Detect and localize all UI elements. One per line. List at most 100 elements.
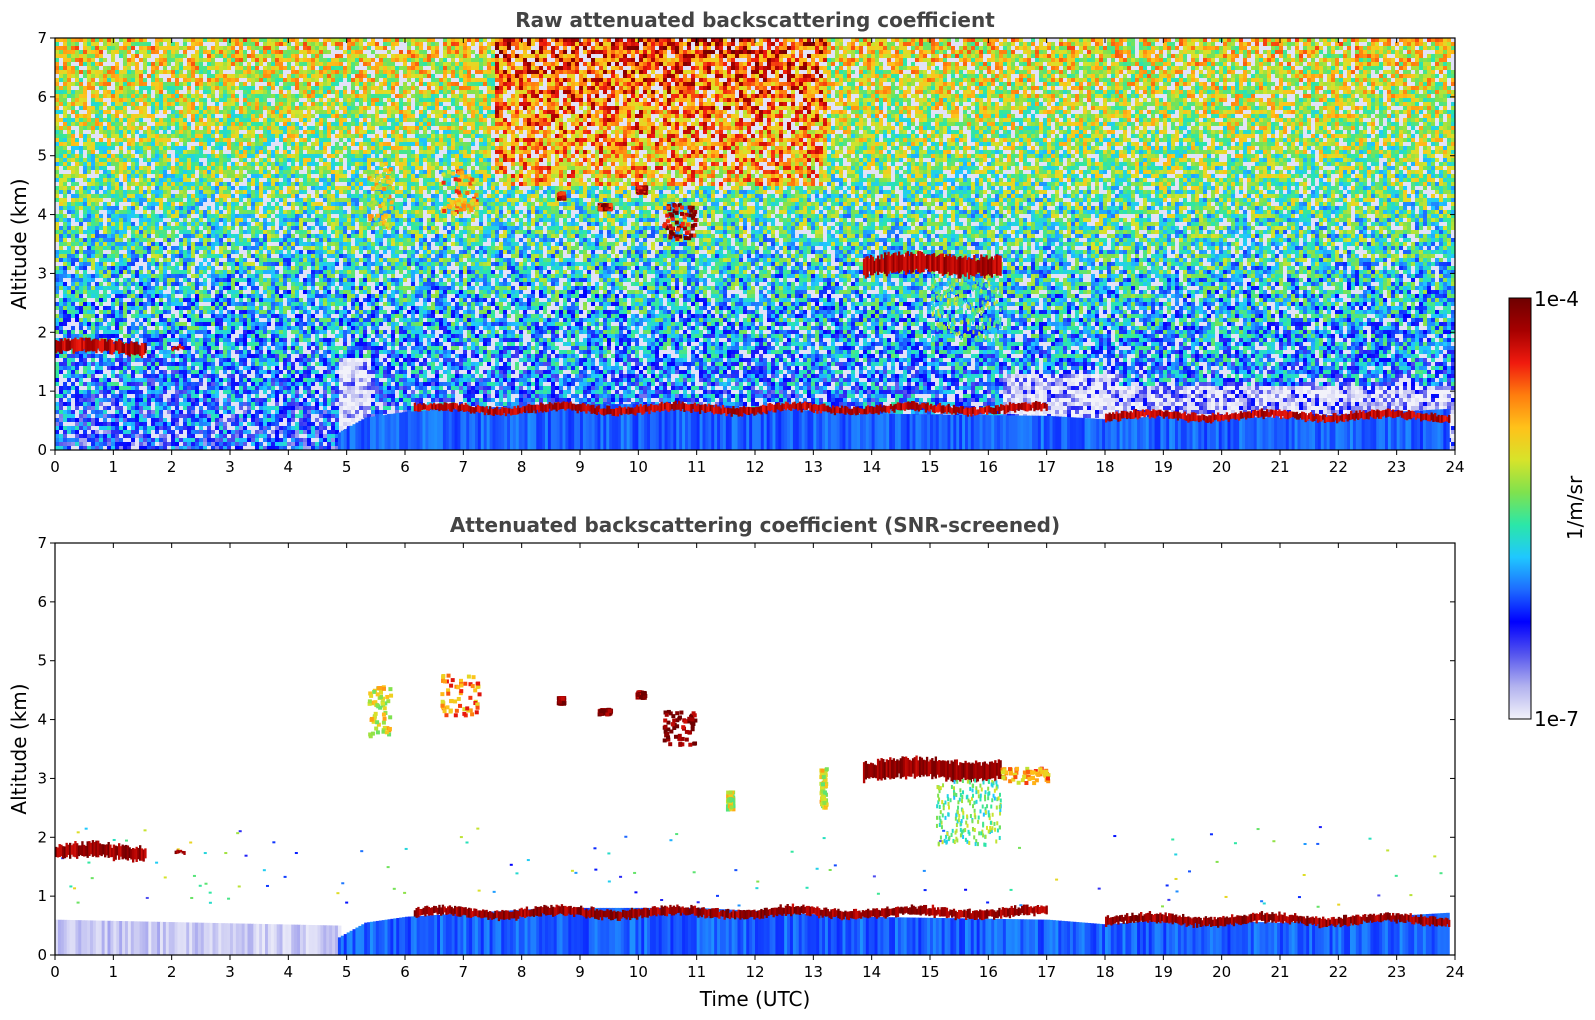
top-panel: Raw attenuated backscattering coefficien… — [7, 8, 1465, 476]
bottom-ytick-label: 5 — [37, 652, 47, 670]
top-xtick-label: 17 — [1037, 458, 1056, 476]
top-panel-title: Raw attenuated backscattering coefficien… — [515, 8, 995, 32]
top-xtick-label: 5 — [342, 458, 352, 476]
colorbar-max-label: 1e-4 — [1534, 287, 1579, 311]
bottom-xtick-label: 3 — [225, 963, 235, 981]
top-ytick-label: 7 — [37, 29, 47, 47]
bottom-ytick-label: 1 — [37, 887, 47, 905]
top-background-noise — [55, 38, 1455, 450]
top-ytick-label: 6 — [37, 88, 47, 106]
bottom-xtick-label: 13 — [804, 963, 823, 981]
bottom-xtick-label: 24 — [1445, 963, 1464, 981]
figure: Raw attenuated backscattering coefficien… — [0, 0, 1595, 1020]
top-xtick-label: 1 — [109, 458, 119, 476]
bottom-xtick-label: 16 — [979, 963, 998, 981]
bottom-ytick-label: 7 — [37, 534, 47, 552]
bottom-xtick-label: 10 — [629, 963, 648, 981]
bottom-cloud-patch-6 — [368, 685, 393, 738]
bottom-xtick-label: 18 — [1095, 963, 1114, 981]
colorbar: 1e-4 1e-7 1/m/sr — [1509, 287, 1587, 731]
top-ytick-label: 5 — [37, 147, 47, 165]
x-axis-label: Time (UTC) — [699, 987, 811, 1011]
top-ytick-label: 4 — [37, 206, 47, 224]
bottom-cloud-patch-9 — [598, 708, 613, 717]
bottom-virga-16 — [936, 779, 1002, 847]
bottom-xtick-label: 14 — [862, 963, 881, 981]
bottom-aerosol-band-2 — [55, 920, 341, 955]
top-ytick-label: 2 — [37, 323, 47, 341]
bottom-ytick-label: 4 — [37, 711, 47, 729]
bottom-background-speckle — [61, 826, 1442, 908]
bottom-panel-title: Attenuated backscattering coefficient (S… — [450, 513, 1060, 537]
bottom-xtick-label: 12 — [745, 963, 764, 981]
bottom-ytick-label: 2 — [37, 828, 47, 846]
top-xtick-label: 11 — [687, 458, 706, 476]
bottom-y-axis-label: Altitude (km) — [7, 683, 31, 814]
bottom-xtick-label: 21 — [1270, 963, 1289, 981]
bottom-heatmap — [55, 674, 1450, 955]
top-xtick-label: 19 — [1154, 458, 1173, 476]
bottom-xtick-label: 20 — [1212, 963, 1231, 981]
top-xtick-label: 20 — [1212, 458, 1231, 476]
top-xtick-label: 0 — [50, 458, 60, 476]
top-xtick-label: 15 — [920, 458, 939, 476]
colorbar-gradient — [1509, 298, 1531, 719]
bottom-xtick-label: 22 — [1329, 963, 1348, 981]
top-cloud-patch-7 — [557, 191, 567, 200]
bottom-xtick-label: 15 — [920, 963, 939, 981]
bottom-xtick-label: 6 — [400, 963, 410, 981]
top-xtick-label: 16 — [979, 458, 998, 476]
top-xtick-label: 4 — [284, 458, 294, 476]
bottom-xtick-label: 19 — [1154, 963, 1173, 981]
top-xtick-label: 2 — [167, 458, 177, 476]
bottom-cloud-layer-1 — [175, 850, 186, 855]
top-ytick-label: 0 — [37, 441, 47, 459]
top-xtick-label: 14 — [862, 458, 881, 476]
top-xtick-label: 22 — [1329, 458, 1348, 476]
top-xtick-label: 18 — [1095, 458, 1114, 476]
bottom-xtick-label: 2 — [167, 963, 177, 981]
bottom-xtick-label: 1 — [109, 963, 119, 981]
colorbar-min-label: 1e-7 — [1534, 707, 1579, 731]
bottom-ytick-label: 3 — [37, 769, 47, 787]
top-heatmap — [55, 38, 1455, 450]
bottom-xtick-label: 4 — [284, 963, 294, 981]
bottom-panel: Attenuated backscattering coefficient (S… — [7, 513, 1465, 1011]
top-xtick-label: 10 — [629, 458, 648, 476]
bottom-cloud-patch-13 — [726, 790, 736, 811]
bottom-ytick-label: 6 — [37, 593, 47, 611]
bottom-cloud-patch-10 — [635, 690, 647, 700]
top-xtick-label: 3 — [225, 458, 235, 476]
bottom-plot-frame — [55, 543, 1455, 955]
top-xtick-label: 24 — [1445, 458, 1464, 476]
bottom-cloud-patch-8 — [557, 696, 567, 706]
top-xtick-label: 21 — [1270, 458, 1289, 476]
top-xtick-label: 7 — [459, 458, 469, 476]
bottom-xtick-label: 9 — [575, 963, 585, 981]
bottom-xtick-label: 5 — [342, 963, 352, 981]
top-ytick-label: 3 — [37, 264, 47, 282]
top-xtick-label: 13 — [804, 458, 823, 476]
bottom-xtick-label: 0 — [50, 963, 60, 981]
bottom-cloud-layer-14 — [863, 755, 1002, 783]
bottom-cloud-patch-7 — [440, 674, 481, 718]
bottom-xtick-label: 8 — [517, 963, 527, 981]
bottom-cloud-patch-11 — [663, 710, 698, 747]
top-xtick-label: 23 — [1387, 458, 1406, 476]
colorbar-unit-label: 1/m/sr — [1563, 475, 1587, 540]
top-xtick-label: 8 — [517, 458, 527, 476]
top-xtick-label: 9 — [575, 458, 585, 476]
bottom-cloud-patch-15 — [1001, 767, 1051, 785]
top-xtick-label: 6 — [400, 458, 410, 476]
bottom-ytick-label: 0 — [37, 946, 47, 964]
bottom-xtick-label: 11 — [687, 963, 706, 981]
bottom-cloud-layer-0 — [55, 840, 147, 862]
bottom-xtick-label: 23 — [1387, 963, 1406, 981]
top-xtick-label: 12 — [745, 458, 764, 476]
bottom-xtick-label: 17 — [1037, 963, 1056, 981]
top-cloud-patch-9 — [635, 185, 648, 195]
bottom-y-axis: 0 1 2 3 4 5 6 7 — [37, 534, 1455, 964]
top-ytick-label: 1 — [37, 382, 47, 400]
bottom-cloud-patch-12 — [819, 767, 829, 809]
top-y-axis-label: Altitude (km) — [7, 178, 31, 309]
